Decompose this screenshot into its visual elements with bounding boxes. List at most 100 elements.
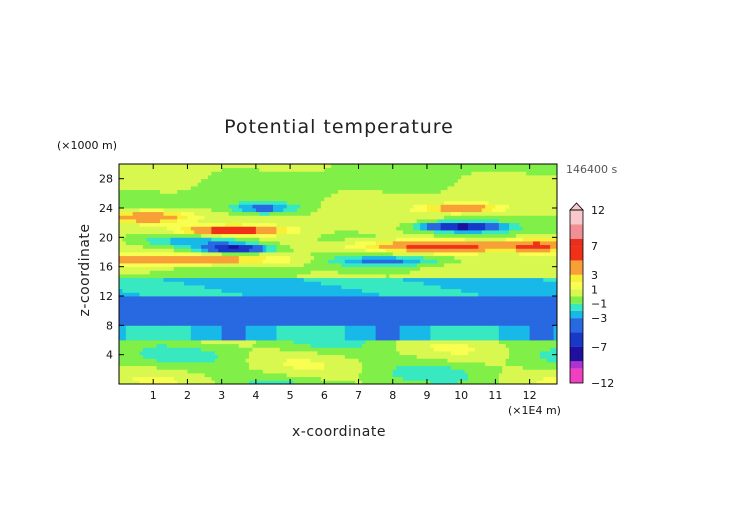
heatmap-cell	[536, 252, 541, 257]
heatmap-cell	[550, 351, 554, 356]
heatmap-cell	[464, 321, 469, 326]
heatmap-cell	[293, 296, 298, 301]
heatmap-cell	[276, 299, 281, 304]
heatmap-cell	[550, 329, 554, 334]
heatmap-cell	[173, 292, 178, 297]
heatmap-cell	[529, 299, 534, 304]
heatmap-cell	[348, 343, 353, 348]
heatmap-cell	[430, 336, 435, 341]
heatmap-cell	[177, 296, 181, 301]
heatmap-cell	[296, 340, 301, 345]
heatmap-cell	[283, 292, 288, 297]
heatmap-cell	[546, 362, 551, 367]
heatmap-cell	[122, 299, 127, 304]
heatmap-cell	[468, 347, 472, 352]
heatmap-cell	[450, 252, 455, 257]
heatmap-cell	[166, 318, 171, 323]
heatmap-cell	[129, 354, 134, 359]
heatmap-cell	[515, 296, 520, 301]
heatmap-cell	[122, 303, 127, 308]
heatmap-cell	[207, 373, 212, 378]
heatmap-cell	[522, 244, 527, 249]
heatmap-cell	[279, 299, 284, 304]
heatmap-cell	[338, 292, 342, 297]
heatmap-cell	[146, 292, 151, 297]
heatmap-cell	[409, 351, 414, 356]
heatmap-cell	[334, 281, 339, 286]
heatmap-cell	[461, 288, 466, 293]
heatmap-cell	[553, 288, 558, 293]
heatmap-cell	[170, 362, 175, 367]
heatmap-cell	[550, 332, 554, 337]
heatmap-cell	[375, 281, 380, 286]
heatmap-cell	[447, 358, 452, 363]
heatmap-cell	[502, 296, 507, 301]
heatmap-cell	[495, 321, 500, 326]
heatmap-cell	[132, 277, 137, 282]
heatmap-cell	[245, 259, 250, 264]
heatmap-cell	[211, 277, 216, 282]
heatmap-cell	[266, 241, 270, 246]
heatmap-cell	[310, 285, 315, 290]
heatmap-cell	[502, 329, 507, 334]
heatmap-cell	[413, 307, 418, 312]
heatmap-cell	[409, 296, 414, 301]
heatmap-cell	[262, 354, 267, 359]
heatmap-cell	[437, 351, 442, 356]
heatmap-cell	[440, 373, 445, 378]
heatmap-cell	[481, 285, 486, 290]
heatmap-cell	[426, 362, 431, 367]
heatmap-cell	[125, 340, 130, 345]
heatmap-cell	[502, 347, 507, 352]
heatmap-cell	[471, 285, 476, 290]
heatmap-cell	[245, 263, 250, 268]
heatmap-cell	[290, 354, 294, 359]
heatmap-cell	[471, 303, 476, 308]
heatmap-cell	[160, 274, 164, 279]
heatmap-cell	[416, 336, 421, 341]
heatmap-cell	[249, 376, 253, 381]
heatmap-cell	[430, 274, 435, 279]
heatmap-cell	[225, 340, 229, 345]
heatmap-cell	[228, 259, 233, 264]
heatmap-cell	[474, 347, 479, 352]
heatmap-cell	[324, 277, 329, 282]
heatmap-cell	[468, 373, 472, 378]
heatmap-cell	[238, 277, 243, 282]
heatmap-cell	[177, 358, 181, 363]
heatmap-cell	[218, 373, 223, 378]
heatmap-cell	[262, 310, 267, 315]
heatmap-cell	[447, 380, 452, 385]
heatmap-cell	[184, 270, 188, 275]
heatmap-cell	[365, 369, 370, 374]
heatmap-cell	[406, 285, 411, 290]
heatmap-cell	[324, 321, 329, 326]
heatmap-cell	[457, 369, 462, 374]
heatmap-cell	[464, 376, 469, 381]
heatmap-cell	[529, 259, 534, 264]
heatmap-cell	[235, 288, 240, 293]
heatmap-cell	[163, 296, 168, 301]
heatmap-cell	[201, 343, 205, 348]
heatmap-cell	[272, 244, 277, 249]
heatmap-cell	[139, 292, 144, 297]
heatmap-cell	[457, 248, 462, 253]
heatmap-cell	[529, 248, 534, 253]
heatmap-cell	[201, 310, 205, 315]
heatmap-cell	[389, 332, 394, 337]
heatmap-cell	[379, 277, 383, 282]
heatmap-cell	[396, 325, 400, 330]
heatmap-cell	[228, 255, 233, 260]
heatmap-cell	[344, 292, 349, 297]
heatmap-cell	[235, 358, 240, 363]
heatmap-cell	[218, 332, 223, 337]
heatmap-cell	[190, 321, 195, 326]
heatmap-cell	[474, 270, 479, 275]
heatmap-cell	[225, 365, 229, 370]
heatmap-cell	[437, 332, 442, 337]
heatmap-cell	[173, 285, 178, 290]
heatmap-cell	[450, 373, 455, 378]
heatmap-cell	[201, 270, 205, 275]
heatmap-cell	[320, 303, 325, 308]
heatmap-cell	[190, 296, 195, 301]
